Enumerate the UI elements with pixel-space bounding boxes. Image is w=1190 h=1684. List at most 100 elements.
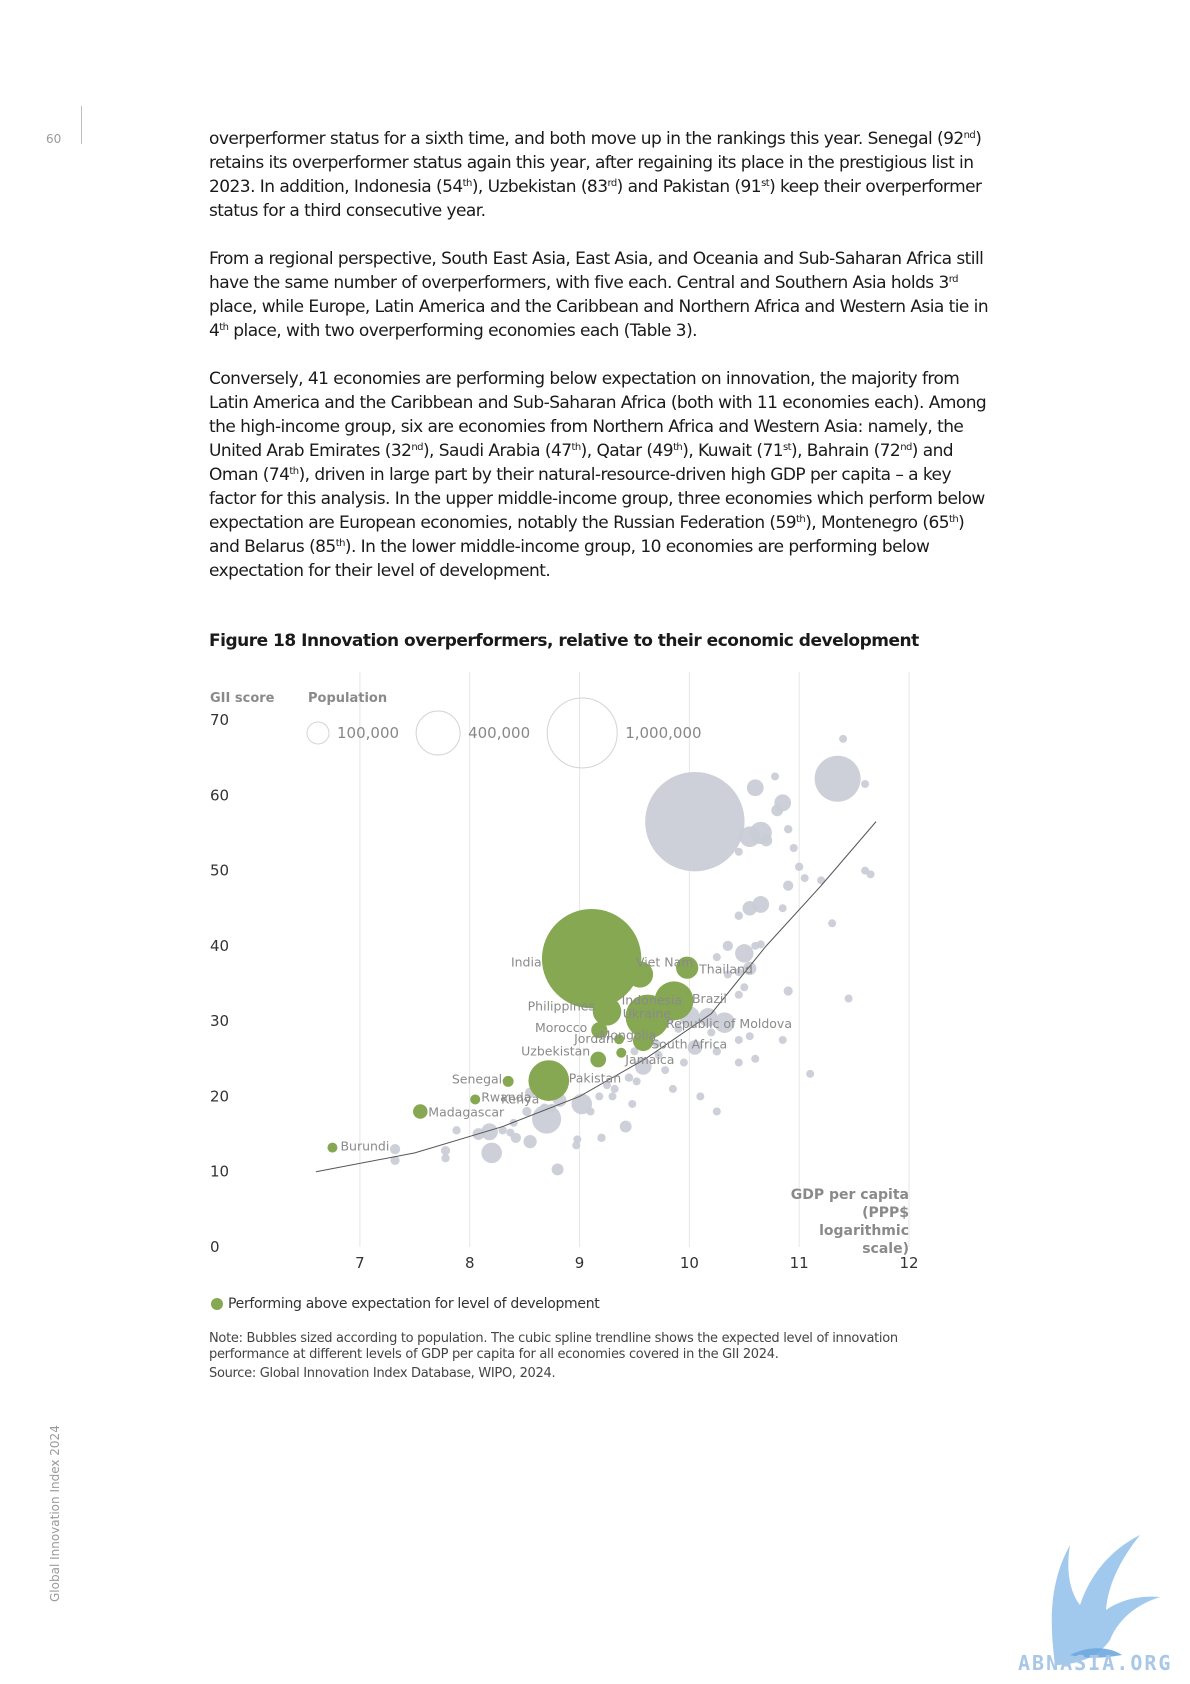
legend-label: Performing above expectation for level o…	[228, 1296, 600, 1312]
economy-bubble	[739, 826, 761, 847]
economy-label: Jordan	[573, 1031, 614, 1046]
overperformer-bubble	[654, 981, 694, 1021]
overperformer-bubble	[502, 1075, 514, 1087]
economy-label: Madagascar	[428, 1104, 505, 1119]
economy-label: Senegal	[452, 1071, 502, 1086]
ordinal-superscript: nd	[963, 130, 976, 141]
x-tick-label: 9	[575, 1254, 585, 1272]
x-tick-label: 8	[465, 1254, 475, 1272]
economy-bubble	[723, 970, 732, 979]
economy-bubble	[674, 1024, 683, 1033]
economy-bubble	[861, 779, 870, 788]
overperformer-bubble	[616, 1047, 627, 1058]
y-tick-label: 30	[210, 1012, 229, 1030]
y-axis-title: GII score	[210, 691, 275, 706]
ordinal-superscript: th	[462, 178, 473, 189]
economy-bubble	[481, 1142, 502, 1164]
economy-bubble	[441, 1153, 450, 1163]
side-footer: Global Innovation Index 2024	[48, 1425, 62, 1602]
ordinal-superscript: th	[289, 466, 299, 477]
economy-bubble	[630, 1047, 639, 1056]
axis-labels: 7 8 9 10 11 12 0 10 20 30 40 50 60 70 GII score GDP per…	[210, 691, 919, 1272]
economy-bubble	[756, 940, 765, 949]
overperformer-bubble	[541, 1079, 561, 1100]
x-axis-title-line: scale)	[862, 1241, 909, 1257]
economy-label: Burundi	[340, 1139, 389, 1154]
economy-bubble	[784, 824, 793, 834]
economy-bubble	[866, 870, 875, 879]
size-legend-label: 100,000	[337, 724, 399, 742]
economy-bubble	[740, 983, 749, 992]
y-tick-label: 70	[210, 711, 229, 729]
economy-label: Philippines	[528, 998, 595, 1013]
economy-label: Indonesia	[622, 993, 682, 1008]
economy-bubble	[571, 1093, 593, 1115]
overperformer-bubble	[590, 1051, 607, 1068]
economy-bubble	[624, 1073, 634, 1082]
size-legend: Population 100,000 400,000 1,000,000	[306, 691, 702, 769]
economy-bubble	[771, 772, 780, 781]
paragraph-2: From a regional perspective, South East …	[209, 249, 989, 341]
economy-bubble	[698, 1007, 718, 1027]
economy-bubble	[789, 843, 798, 852]
economy-bubble	[734, 1058, 743, 1067]
x-axis-title-line: logarithmic	[819, 1223, 909, 1239]
economy-bubble	[608, 1092, 617, 1101]
economy-bubble	[652, 1039, 661, 1048]
economy-bubble	[794, 862, 804, 872]
overperformer-bubble	[614, 1034, 625, 1045]
overperformer-bubble	[591, 1022, 608, 1039]
economy-bubble	[661, 1066, 670, 1075]
economy-label: Pakistan	[569, 1071, 621, 1086]
economy-bubble	[839, 734, 848, 743]
economy-bubble	[595, 1092, 604, 1101]
page-rule	[81, 106, 82, 144]
economy-label: Kenya	[501, 1092, 539, 1107]
y-tick-label: 60	[210, 786, 229, 804]
size-legend-circle	[415, 710, 461, 756]
economy-bubble	[734, 911, 743, 920]
trendline-path	[315, 821, 877, 1173]
overperformer-bubble	[632, 1030, 654, 1052]
x-tick-label: 7	[355, 1254, 365, 1272]
economy-bubble	[452, 1126, 461, 1135]
economy-bubble	[817, 876, 826, 885]
ordinal-superscript: nd	[411, 442, 423, 453]
economy-bubble	[778, 904, 787, 913]
economy-bubble	[760, 834, 773, 847]
economy-bubble	[645, 771, 745, 872]
overperformers	[327, 908, 699, 1153]
economy-label: Rwanda	[481, 1089, 531, 1104]
ordinal-superscript: rd	[607, 178, 617, 189]
economy-label: Morocco	[535, 1020, 587, 1035]
overperformer-bubble	[592, 997, 622, 1026]
y-tick-label: 40	[210, 937, 229, 955]
economy-bubble	[610, 1084, 619, 1093]
economy-bubble	[712, 1107, 721, 1116]
economy-bubble	[722, 940, 733, 952]
overperformer-bubble	[626, 961, 654, 988]
x-axis-title-line: GDP per capita	[791, 1187, 909, 1203]
body-text: overperformer status for a sixth time, a…	[209, 127, 999, 607]
economy-bubble	[745, 1032, 754, 1041]
economy-bubble	[734, 990, 743, 999]
y-tick-label: 10	[210, 1163, 229, 1181]
economy-bubble	[751, 1054, 760, 1063]
bubble-chart: Population 100,000 400,000 1,000,000 India V…	[210, 672, 919, 1272]
economy-bubble	[734, 847, 743, 856]
economy-bubble	[440, 1146, 451, 1156]
overperformer-bubble	[413, 1104, 428, 1119]
economy-label: Mongolia	[600, 1028, 657, 1043]
economy-bubble	[668, 1084, 677, 1093]
overperformer-bubble	[541, 908, 642, 1009]
economy-bubble	[806, 1069, 815, 1078]
economy-bubble	[752, 896, 770, 913]
ordinal-superscript: th	[796, 514, 806, 525]
figure-title: Figure 18 Innovation overperformers, rel…	[209, 631, 919, 651]
economy-labels: India Viet Nam Thailand Indonesia Brazil Phil…	[340, 954, 792, 1153]
economy-bubble	[498, 1126, 507, 1135]
economy-label: India	[511, 955, 542, 970]
economy-label: Republic of Moldova	[666, 1016, 792, 1031]
y-tick-label: 0	[210, 1238, 220, 1256]
overperformer-bubble	[640, 1006, 658, 1024]
